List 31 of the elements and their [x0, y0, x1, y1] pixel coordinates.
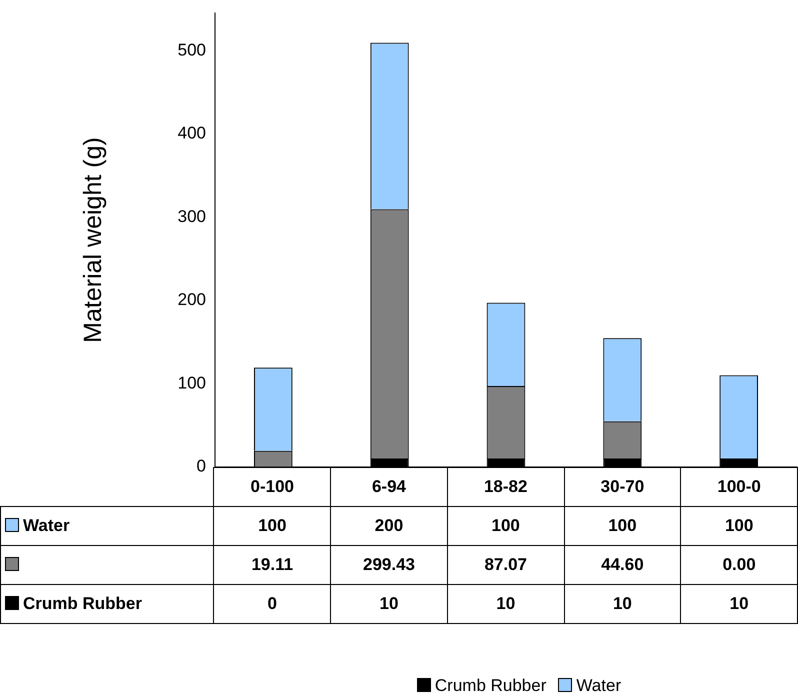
x-tick-label: 6-94: [330, 468, 448, 506]
data-label: 10: [330, 584, 448, 624]
data-label: 100: [214, 506, 331, 546]
y-tick-label: 400: [178, 124, 206, 143]
legend-label: Water: [0, 506, 214, 546]
data-label: 100: [680, 506, 798, 546]
text: Water: [576, 676, 622, 695]
data-label: 10: [680, 584, 798, 624]
data-label: 100: [447, 506, 564, 546]
data-label: 299.43: [330, 546, 448, 584]
text: Crumb Rubber: [434, 676, 546, 695]
y-tick-label: 500: [178, 40, 206, 60]
y-tick-label: 0: [196, 456, 206, 476]
data-label: 44.60: [564, 546, 681, 584]
y-tick-label: 300: [178, 206, 206, 226]
x-tick-label: 30-70: [564, 468, 681, 506]
data-label: 87.07: [447, 546, 564, 584]
x-tick-label: 100-0: [680, 468, 798, 506]
data-label: 0: [214, 584, 331, 624]
y-tick-label: 200: [178, 290, 206, 310]
data-label: 10: [447, 584, 564, 624]
data-label: 10: [564, 584, 681, 624]
y-axis-title: Material weight (g): [78, 137, 107, 343]
x-tick-label: 18-82: [447, 468, 564, 506]
data-label: 0.00: [680, 546, 798, 584]
data-label: 100: [564, 506, 681, 546]
data-label: 19.11: [214, 546, 331, 584]
data-label: 200: [330, 506, 448, 546]
legend-label: Crumb Rubber: [0, 584, 214, 624]
x-tick-label: 0-100: [214, 468, 331, 506]
y-tick-label: 100: [178, 373, 206, 392]
